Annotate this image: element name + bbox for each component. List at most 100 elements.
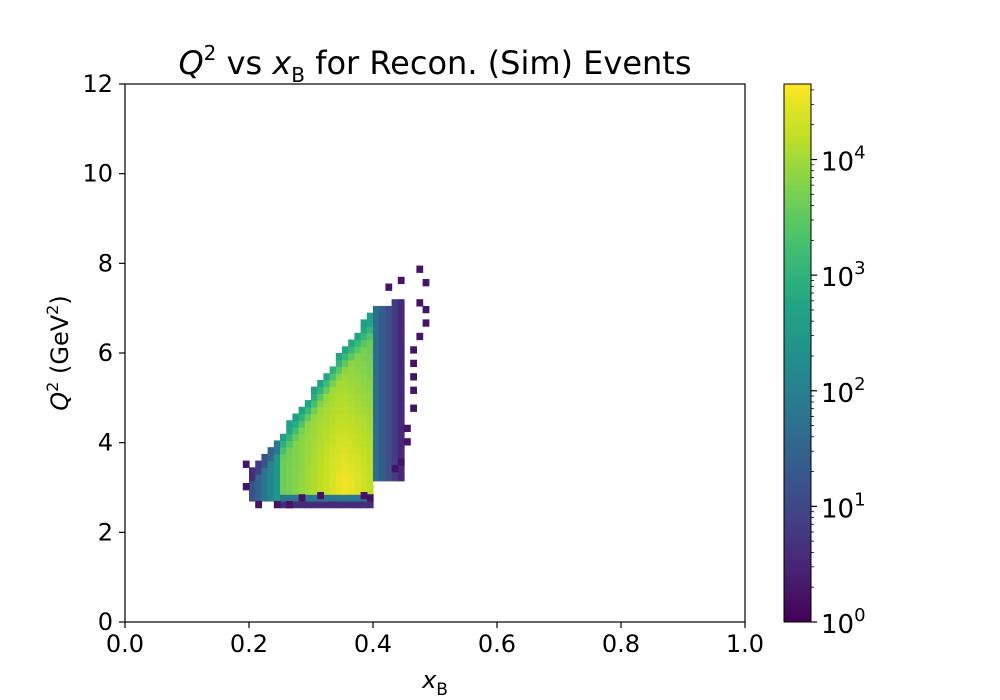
colorbar-ticks: 100 101 102 103 104 [811, 89, 866, 640]
heatmap-cell [404, 438, 411, 446]
heatmap-cell [292, 453, 300, 462]
heatmap-cell [298, 467, 306, 475]
heatmap-cell [317, 447, 324, 455]
heatmap-cell [391, 359, 399, 368]
heatmap-cell [342, 393, 349, 401]
heatmap-cell [379, 332, 386, 341]
heatmap-cell [323, 460, 331, 468]
heatmap-cell [280, 500, 287, 509]
heatmap-cell [323, 453, 331, 462]
heatmap-cell [385, 420, 393, 428]
heatmap-cell [348, 440, 355, 448]
heatmap-cell [286, 467, 293, 475]
heatmap-cell [366, 494, 374, 502]
heatmap-cell [348, 400, 355, 408]
heatmap-cell [335, 420, 343, 428]
heatmap-cell [366, 426, 374, 435]
heatmap-cell [323, 393, 331, 401]
heatmap-cell [366, 312, 374, 320]
heatmap-cell [317, 500, 324, 509]
heatmap-cell [397, 413, 405, 421]
heatmap-cell [348, 467, 355, 475]
heatmap-cell [298, 474, 306, 482]
heatmap-cell [323, 406, 331, 415]
heatmap-cell [317, 420, 324, 428]
heatmap-cell [323, 440, 331, 448]
x-tick-label: 0.4 [354, 630, 392, 658]
heatmap-cell [298, 447, 306, 455]
heatmap-cell [329, 500, 337, 509]
heatmap-cell [298, 487, 306, 495]
heatmap-cell [354, 400, 362, 408]
heatmap-cell [397, 467, 405, 475]
heatmap-cell [354, 433, 362, 442]
heatmap-cell [280, 460, 287, 468]
heatmap-cell [348, 346, 355, 354]
heatmap-cell [348, 413, 355, 421]
heatmap-cell [360, 346, 368, 354]
heatmap-cell [255, 474, 262, 482]
heatmap-cell [292, 487, 300, 495]
heatmap-cell [397, 299, 405, 307]
colorbar-tick-label: 100 [821, 605, 866, 640]
heatmap-cell [317, 386, 324, 394]
heatmap-cell [391, 453, 399, 462]
heatmap-cell [410, 346, 417, 354]
heatmap-cell [397, 373, 405, 381]
heatmap-cell [360, 440, 368, 448]
heatmap-cell [373, 400, 380, 408]
heatmap-cell [422, 279, 430, 287]
y-axis-label: Q2 (GeV2) [43, 295, 74, 410]
heatmap-cell [342, 447, 349, 455]
heatmap-cell [360, 406, 368, 415]
heatmap-cell [304, 474, 312, 482]
heatmap-cell [292, 460, 300, 468]
heatmap-cell [379, 447, 386, 455]
heatmap-cell [267, 453, 275, 462]
heatmap-cell [366, 393, 374, 401]
heatmap-cell [342, 413, 349, 421]
heatmap-cell [255, 494, 262, 502]
heatmap-cell [348, 460, 355, 468]
heatmap-cell [335, 426, 343, 435]
heatmap-cell [391, 474, 399, 482]
heatmap-cell [354, 500, 362, 509]
heatmap-cell [354, 467, 362, 475]
heatmap-cell [298, 480, 306, 489]
heatmap-cell [379, 400, 386, 408]
heatmap-cell [373, 406, 380, 415]
heatmap-cell [342, 373, 349, 381]
heatmap-cell [311, 440, 318, 448]
heatmap-cell [354, 332, 362, 341]
heatmap-cell [311, 393, 318, 401]
heatmap-cell [348, 494, 355, 502]
heatmap-cell [342, 433, 349, 442]
heatmap-cell [360, 326, 368, 334]
heatmap-cell [342, 494, 349, 502]
heatmap-cell [360, 453, 368, 462]
heatmap-cell [292, 433, 300, 442]
heatmap-cell [366, 413, 374, 421]
heatmap-cell [317, 440, 324, 448]
heatmap-cell [292, 447, 300, 455]
heatmap-cell [397, 400, 405, 408]
heatmap-cell [366, 359, 374, 368]
heatmap-cell [342, 440, 349, 448]
heatmap-cell [391, 465, 399, 473]
heatmap-cell [379, 366, 386, 374]
heatmap-cell [304, 494, 312, 502]
y-tick-label: 4 [98, 429, 113, 457]
heatmap-cell [342, 366, 349, 374]
heatmap-cell [323, 494, 331, 502]
heatmap-cell [249, 494, 256, 502]
heatmap-cell [354, 386, 362, 394]
heatmap-cell [354, 447, 362, 455]
heatmap-cell [366, 440, 374, 448]
heatmap-cell [348, 447, 355, 455]
heatmap-cell [373, 386, 380, 394]
heatmap-cell [385, 460, 393, 468]
heatmap-cell [391, 353, 399, 361]
heatmap-cell [323, 386, 331, 394]
heatmap-cell [329, 406, 337, 415]
